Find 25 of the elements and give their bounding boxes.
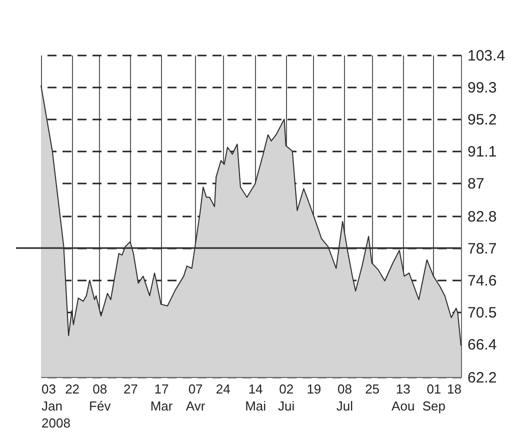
x-tick-label: 25 [365,382,380,396]
y-tick-label: 95.2 [468,112,497,129]
x-tick-label: 01 Sep [422,382,446,414]
x-tick-label: 14 Mai [245,382,266,414]
y-tick-label: 70.5 [468,304,497,322]
y-tick-label: 78.7 [468,240,497,258]
x-tick-label: 08 Jul [336,382,354,414]
x-tick-label: 07 Avr [186,382,206,414]
x-tick-label: 27 [123,382,138,396]
x-tick-label: 24 [216,382,230,396]
x-tick-label: 02 Jui [278,382,295,414]
y-tick-label: 62.2 [468,370,497,386]
x-tick-label: 19 [306,382,322,396]
y-tick-label: 103.4 [468,48,506,64]
y-tick-label: 91.1 [468,144,497,161]
x-tick-label: 22 [65,382,80,396]
y-tick-label: 74.6 [468,272,497,290]
x-tick-label: 17 Mar [150,382,174,414]
x-tick-label: 08 Fév [89,382,112,414]
y-tick-label: 99.3 [468,80,497,97]
y-tick-label: 82.8 [468,208,497,226]
x-tick-label: 18 [447,382,462,396]
y-tick-label: 87 [468,176,484,193]
x-tick-label: 13 Aou [392,382,415,414]
y-tick-label: 66.4 [468,336,497,354]
